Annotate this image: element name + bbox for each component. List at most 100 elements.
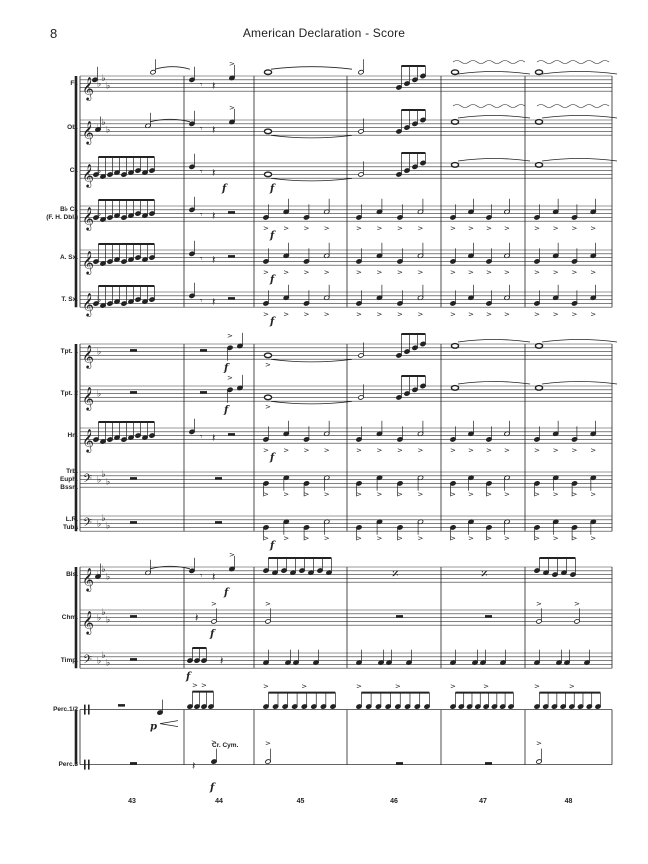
accent-mark: > bbox=[263, 491, 269, 499]
accent-mark: > bbox=[572, 311, 578, 319]
rest-block bbox=[228, 211, 235, 214]
accent-mark: > bbox=[324, 311, 330, 319]
accent-mark: > bbox=[265, 403, 271, 411]
flat-icon: ♭ bbox=[97, 348, 101, 358]
measure-number: 43 bbox=[128, 798, 136, 805]
rest-block bbox=[130, 349, 137, 352]
accent-mark: > bbox=[324, 225, 330, 233]
accent-mark: > bbox=[265, 361, 271, 369]
treble-clef-icon: 𝄞 bbox=[82, 292, 94, 317]
accent-mark: > bbox=[418, 269, 424, 277]
accent-mark: > bbox=[418, 491, 424, 499]
quarter-rest-icon: 𝄽 bbox=[195, 612, 198, 625]
accent-mark: > bbox=[468, 447, 474, 455]
treble-clef-icon: 𝄞 bbox=[82, 610, 94, 635]
accent-mark: > bbox=[590, 311, 596, 319]
accent-mark: > bbox=[283, 269, 289, 277]
quarter-rest-icon: 𝄽 bbox=[212, 431, 215, 444]
accent-mark: > bbox=[504, 447, 510, 455]
accent-mark: > bbox=[229, 60, 235, 68]
instrument-label: Ob. bbox=[67, 123, 78, 131]
flat-icon: ♭ bbox=[102, 470, 106, 480]
instrument-label: Hn. bbox=[67, 431, 78, 439]
measure-number: 44 bbox=[215, 798, 223, 805]
accent-mark: > bbox=[572, 225, 578, 233]
whole-note bbox=[534, 118, 544, 125]
accent-mark: > bbox=[553, 269, 559, 277]
flat-icon: ♭ bbox=[106, 616, 110, 626]
accent-mark: > bbox=[192, 682, 198, 690]
whole-note bbox=[450, 161, 460, 168]
flat-icon: ♭ bbox=[102, 651, 106, 661]
tie bbox=[270, 401, 353, 405]
accent-mark: > bbox=[468, 269, 474, 277]
accent-mark: > bbox=[450, 447, 456, 455]
whole-note bbox=[450, 384, 460, 391]
tie bbox=[457, 381, 531, 385]
instrument-label: L.R. Tuba bbox=[62, 515, 78, 531]
bass-clef-icon: 𝄢 bbox=[83, 653, 92, 669]
flat-icon: ♭ bbox=[102, 608, 106, 618]
dynamic-mark: f bbox=[221, 184, 228, 195]
accent-mark: > bbox=[304, 225, 310, 233]
flat-icon: ♭ bbox=[106, 126, 110, 136]
tie bbox=[457, 71, 531, 75]
accent-mark: > bbox=[263, 225, 269, 233]
rest-block bbox=[228, 255, 235, 258]
rest-block bbox=[215, 477, 222, 480]
flat-icon: ♭ bbox=[97, 296, 101, 306]
measure-repeat-icon: 𝄎 bbox=[392, 567, 399, 583]
flat-icon: ♭ bbox=[97, 167, 101, 177]
page-title: American Declaration - Score bbox=[242, 26, 406, 40]
accent-mark: > bbox=[504, 225, 510, 233]
accent-mark: > bbox=[211, 600, 217, 608]
rest-block bbox=[485, 615, 492, 618]
accent-mark: > bbox=[324, 491, 330, 499]
instrument-label: Fl. bbox=[70, 79, 78, 87]
accent-mark: > bbox=[569, 683, 575, 691]
accent-mark: > bbox=[504, 269, 510, 277]
accent-mark: > bbox=[227, 374, 233, 382]
accent-mark: > bbox=[263, 311, 269, 319]
dynamic-mark: f bbox=[269, 184, 276, 195]
accent-mark: > bbox=[450, 311, 456, 319]
eighth-rest-icon: 𝄾 bbox=[200, 296, 203, 306]
flat-icon: ♭ bbox=[97, 80, 101, 90]
tie bbox=[541, 158, 618, 162]
accent-mark: > bbox=[377, 447, 383, 455]
accent-mark: > bbox=[229, 104, 235, 112]
accent-mark: > bbox=[304, 491, 310, 499]
rest-block bbox=[200, 349, 207, 352]
accent-mark: > bbox=[534, 269, 540, 277]
dynamic-mark: f bbox=[223, 405, 230, 416]
accent-mark: > bbox=[397, 311, 403, 319]
tie bbox=[457, 115, 531, 119]
accent-mark: > bbox=[356, 491, 362, 499]
dynamic-mark: f bbox=[185, 672, 192, 683]
measure-number: 48 bbox=[564, 798, 573, 805]
dynamic-mark: f bbox=[223, 363, 230, 374]
quarter-rest-icon: 𝄽 bbox=[212, 166, 215, 179]
rest-block bbox=[130, 615, 137, 618]
accent-mark: > bbox=[590, 535, 596, 543]
flat-icon: ♭ bbox=[106, 659, 110, 669]
rest-block bbox=[396, 762, 403, 765]
quarter-rest-icon: 𝄽 bbox=[212, 253, 215, 266]
dynamic-mark: f bbox=[223, 588, 230, 599]
accent-mark: > bbox=[553, 447, 559, 455]
whole-note bbox=[263, 171, 273, 178]
whole-note bbox=[263, 69, 273, 76]
accent-mark: > bbox=[486, 491, 492, 499]
treble-clef-icon: 𝄞 bbox=[82, 76, 94, 101]
accent-mark: > bbox=[486, 225, 492, 233]
accent-mark: > bbox=[553, 311, 559, 319]
whole-note bbox=[534, 161, 544, 168]
quarter-rest-icon: 𝄽 bbox=[192, 760, 195, 773]
accent-mark: > bbox=[283, 447, 289, 455]
whole-note bbox=[450, 342, 460, 349]
treble-clef-icon: 𝄞 bbox=[82, 206, 94, 231]
tie bbox=[457, 158, 531, 162]
flat-icon: ♭ bbox=[102, 74, 106, 84]
eighth-rest-icon: 𝄾 bbox=[200, 80, 203, 90]
